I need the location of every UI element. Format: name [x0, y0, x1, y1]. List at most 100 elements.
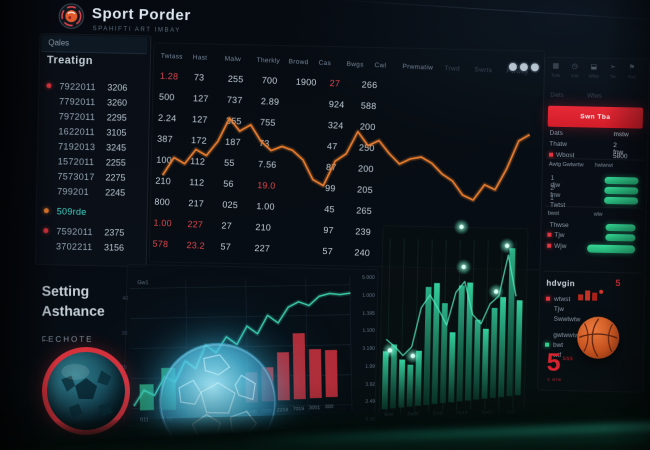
red-dot-icon	[545, 296, 551, 301]
app-title: Sport Porder	[91, 5, 191, 25]
odds-cell[interactable]: 73	[193, 72, 205, 83]
match-odds: 3245	[106, 141, 127, 153]
pill-group-value: wtw	[593, 211, 603, 218]
bet-pill-button[interactable]	[605, 223, 636, 232]
stat-label: Swwtwtw	[553, 315, 581, 324]
combo-chart-corner-label: Gw1	[137, 280, 149, 287]
axis-tick-label: 1.100	[362, 327, 375, 335]
row-dot	[45, 143, 50, 148]
odds-cell[interactable]: 57	[322, 245, 334, 257]
svg-text:2219: 2219	[277, 407, 288, 413]
match-id: 7972011	[58, 110, 96, 122]
match-id: 7592011	[56, 225, 93, 237]
assistance-label[interactable]: Asthance	[41, 302, 105, 319]
sport-porder-logo-icon	[58, 3, 85, 29]
sidebar-search-box[interactable]: Qales	[41, 35, 148, 55]
match-odds: 3156	[103, 241, 125, 253]
mini-red-chart	[578, 289, 604, 301]
column-header: Browd	[288, 58, 309, 67]
match-id: 7573017	[57, 170, 95, 182]
sidebar-row[interactable]: 799201 2245	[38, 183, 148, 200]
axis-tick-label: 1.000	[362, 292, 375, 299]
sidebar-row[interactable]: 509rde	[38, 203, 148, 220]
match-odds: 2245	[105, 186, 126, 198]
app-tagline: SPAHIFTI ART IMBAY	[92, 26, 181, 34]
pill-row-label: Thwse	[549, 221, 569, 230]
big-score-number: 5	[546, 348, 561, 377]
axis-tick-label: 5.000	[362, 274, 375, 281]
sidebar-row[interactable]: 3702211 3156	[37, 238, 147, 255]
axis-tick-label: 1.395	[362, 310, 375, 317]
odds-cell[interactable]: 27	[329, 78, 341, 89]
axis-tick-label: 1.99	[365, 363, 376, 370]
red-dot-icon	[547, 243, 552, 248]
stat-label: wtwst	[553, 295, 571, 304]
match-odds: 2375	[104, 226, 125, 238]
odds-cell[interactable]: 23.2	[186, 240, 206, 251]
red-dot-icon	[43, 228, 49, 234]
match-odds: 2295	[106, 111, 127, 123]
big-score-suffix: sss	[562, 356, 574, 363]
odds-cell[interactable]: 255	[227, 73, 244, 85]
odds-cell[interactable]: 240	[354, 247, 371, 259]
orange-dot-icon	[43, 208, 49, 214]
match-id: 1622011	[58, 125, 96, 137]
column-header: Malw	[224, 55, 242, 64]
axis-tick-label: 2.49	[365, 398, 376, 406]
row-dot	[44, 173, 49, 178]
bet-pill-button[interactable]	[604, 176, 639, 185]
row-dot	[46, 98, 51, 103]
info-value: mstw	[613, 131, 629, 139]
red-dot-icon	[46, 83, 52, 89]
svg-text:3001: 3001	[309, 405, 320, 411]
sidebar-list: 7922011 3206 7792011 3260 7972011 2295 1622011…	[37, 78, 151, 255]
pill-group-value: hwtwrwt	[594, 162, 613, 170]
stats-side-value: 5	[615, 278, 621, 289]
bet-pill-button[interactable]	[604, 186, 639, 195]
column-header: Trwd	[444, 65, 461, 73]
combo-right-axis: 5.0001.0001.3951.1003.1901.993.922.496.9…	[348, 274, 376, 423]
pill-row-label: Tjw	[554, 231, 565, 240]
place-bet-button[interactable]: Swn Tba	[547, 105, 644, 129]
row-dot	[44, 188, 49, 193]
odds-cell[interactable]: 578	[152, 238, 169, 250]
odds-cell[interactable]: 266	[361, 79, 378, 91]
odds-cell[interactable]: 1900	[295, 76, 317, 88]
odds-cell[interactable]: 57	[220, 241, 232, 252]
odds-cell[interactable]: 700	[261, 75, 278, 86]
axis-tick-label: 40	[122, 295, 129, 302]
pill-group-label: bwst	[547, 210, 560, 217]
info-label: Dats	[549, 129, 563, 137]
match-id: 1572011	[57, 155, 95, 167]
monitor-bezel-highlight	[334, 0, 650, 21]
stat-label: Tjw	[553, 305, 564, 314]
odds-cell[interactable]: 1.28	[159, 70, 179, 82]
svg-text:7019: 7019	[293, 406, 304, 412]
bet-pill-button[interactable]	[605, 233, 636, 242]
column-header: Cas	[318, 59, 332, 68]
match-odds: 2275	[105, 171, 126, 183]
stat-sub-label: gwtwwtw	[553, 331, 580, 340]
odds-cell[interactable]: 227	[254, 242, 271, 254]
column-header: Therkly	[256, 56, 281, 65]
back-link-label: ΓΕCHOTE	[41, 334, 94, 344]
column-header: Prwmatiw	[402, 63, 434, 72]
axis-tick-label: 3.92	[365, 381, 376, 388]
row-dot	[43, 243, 48, 248]
odds-trend-line-chart	[160, 115, 531, 203]
match-id: 3702211	[55, 240, 93, 252]
red-dot-icon	[547, 232, 552, 237]
column-header: Hast	[192, 54, 208, 62]
info-label: Thatw	[549, 140, 568, 149]
row-dot	[45, 158, 50, 163]
settings-label[interactable]: Setting	[41, 282, 90, 299]
pill-group-label: Awtg Gwtwrtw	[548, 161, 584, 169]
svg-text:300: 300	[325, 404, 334, 410]
settings-block: Setting Asthance ← ΓΕCHOTE	[41, 282, 105, 344]
column-header: Swrts	[474, 66, 493, 75]
bet-pill-button[interactable]	[587, 244, 636, 254]
match-id: 799201	[57, 185, 90, 197]
bet-pill-button[interactable]	[604, 196, 639, 205]
